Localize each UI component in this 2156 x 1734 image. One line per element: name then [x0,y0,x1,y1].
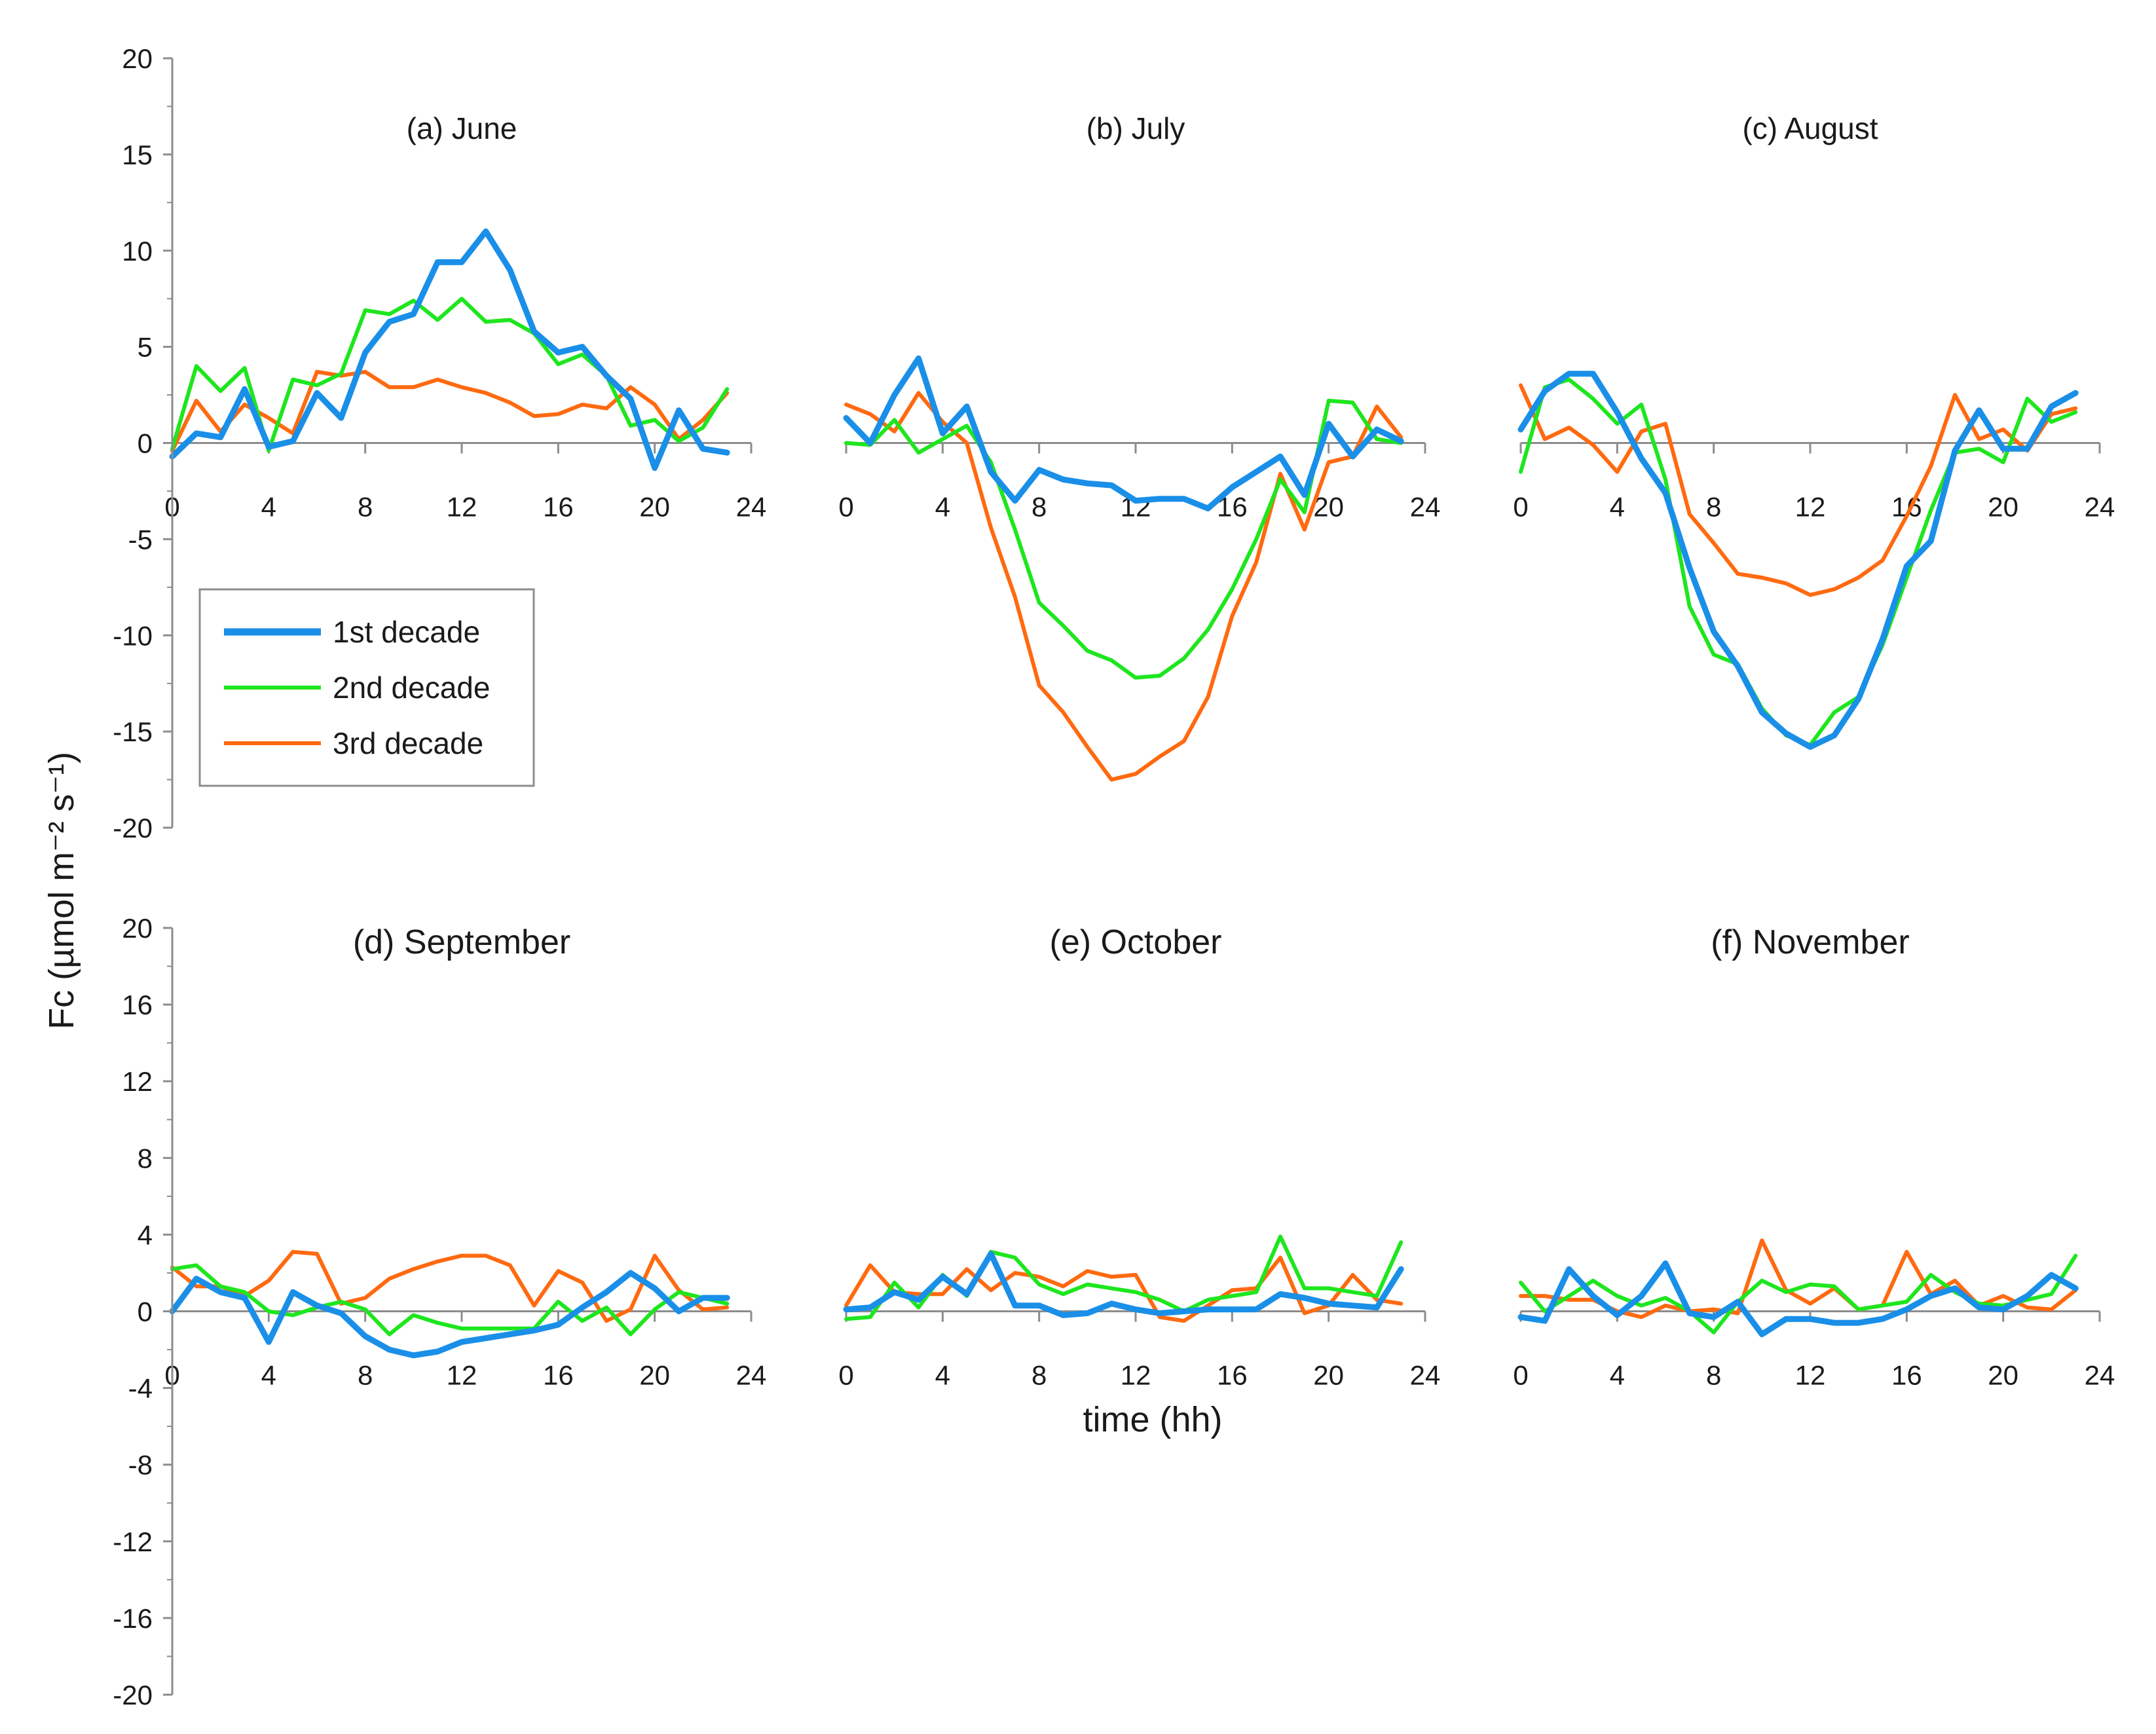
y-axis-row-2: 20 16 12 8 4 0 -4 -8 -12 -16 -20 [113,913,174,1710]
panel-title: (e) October [1050,923,1222,961]
x-tick-label: 8 [1706,492,1721,523]
panel-title: (d) September [353,923,570,961]
x-tick-label: 4 [935,1360,950,1391]
x-tick-label: 4 [261,492,276,523]
legend-label-3rd-decade: 3rd decade [333,726,483,760]
y-tick-label: 4 [138,1219,153,1250]
panel-dseptember: (d) September04812162024 [164,923,766,1391]
x-tick-label: 4 [935,492,950,523]
x-tick-label: 24 [1410,492,1441,523]
x-tick-label: 12 [447,492,477,523]
y-tick-label: -10 [113,620,153,651]
x-tick-label: 12 [1795,492,1826,523]
y-tick-label: 20 [122,913,153,944]
y-tick-label: 20 [122,43,153,74]
panel-title: (c) August [1742,111,1878,145]
panel-title: (f) November [1711,923,1909,961]
x-tick-label: 8 [1706,1360,1721,1391]
x-tick-label: 4 [261,1360,276,1391]
y-tick-label: -20 [113,1680,153,1710]
series-line-2nd-decade [170,1263,730,1337]
x-tick-label: 20 [639,492,670,523]
x-tick-label: 24 [736,492,767,523]
y-tick-label: -15 [113,716,153,747]
series-line-3rd-decade [1519,383,2078,597]
x-tick-label: 16 [1891,1360,1922,1391]
x-tick-label: 8 [1032,492,1047,523]
y-tick-label: 12 [122,1066,153,1097]
legend-label-1st-decade: 1st decade [333,615,480,649]
x-tick-label: 20 [1313,492,1344,523]
series-line-1st-decade [169,1270,730,1359]
series-line-3rd-decade [170,369,730,453]
x-tick-label: 16 [543,492,574,523]
y-tick-label: 5 [138,332,153,363]
y-tick-label: 16 [122,989,153,1020]
legend: 1st decade 2nd decade 3rd decade [198,588,535,787]
series-line-1st-decade [1517,371,2079,750]
x-tick-label: 0 [838,1360,853,1391]
x-tick-label: 24 [736,1360,767,1391]
panel-title: (b) July [1087,111,1185,145]
x-tick-label: 0 [1513,1360,1528,1391]
x-tick-label: 8 [358,492,373,523]
x-tick-label: 20 [1988,492,2018,523]
panel-eoctober: (e) October 0 4 8 12 16 20 24 [838,923,1440,1391]
y-axis-title: Fc (µmol m⁻² s⁻¹) [42,752,81,1029]
x-tick-label: 4 [1610,492,1625,523]
x-tick-label: 24 [1410,1360,1441,1391]
x-tick-label: 8 [358,1360,373,1391]
x-tick-label: 20 [639,1360,670,1391]
series-line-1st-decade [843,355,1404,511]
y-tick-label: -5 [128,524,153,555]
y-tick-label: -12 [113,1526,153,1557]
x-tick-label: 0 [838,492,853,523]
x-tick-label: 20 [1988,1360,2018,1391]
y-axis-row-1: 20 15 10 5 0 -5 -10 -15 -20 [113,43,174,843]
legend-label-2nd-decade: 2nd decade [333,671,490,705]
x-tick-label: 16 [543,1360,574,1391]
x-tick-label: 24 [2085,492,2115,523]
y-tick-label: 0 [138,428,153,459]
x-tick-label: 4 [1610,1360,1625,1391]
series-line-3rd-decade [170,1249,730,1323]
x-tick-label: 16 [1217,1360,1248,1391]
x-tick-label: 12 [1121,1360,1151,1391]
x-tick-label: 24 [2085,1360,2115,1391]
x-tick-label: 12 [1795,1360,1826,1391]
y-tick-label: 15 [122,139,153,170]
y-tick-label: -16 [113,1603,153,1634]
series-line-3rd-decade [844,1255,1403,1323]
series-line-1st-decade [1517,1260,2079,1338]
x-axis-title: time (hh) [1083,1400,1222,1439]
series-line-2nd-decade [1519,1253,2078,1335]
x-tick-label: 12 [447,1360,477,1391]
x-tick-label: 8 [1032,1360,1047,1391]
x-tick-label: 20 [1313,1360,1344,1391]
y-tick-label: 10 [122,236,153,267]
y-tick-label: 8 [138,1143,153,1173]
y-tick-label: -8 [128,1450,153,1481]
y-tick-label: -20 [113,813,153,843]
series-line-2nd-decade [170,297,730,453]
x-tick-label: 0 [1513,492,1528,523]
y-tick-label: 0 [138,1297,153,1327]
panel-ajune: (a) June04812162024 [164,111,766,523]
panel-fnovember: (f) November 0 4 8 12 16 20 24 [1513,923,2115,1391]
series-line-2nd-decade [844,398,1403,680]
panel-title: (a) June [407,111,517,145]
series-line-1st-decade [843,1251,1404,1318]
series-line-1st-decade [169,228,730,471]
y-tick-label: -4 [128,1373,153,1404]
